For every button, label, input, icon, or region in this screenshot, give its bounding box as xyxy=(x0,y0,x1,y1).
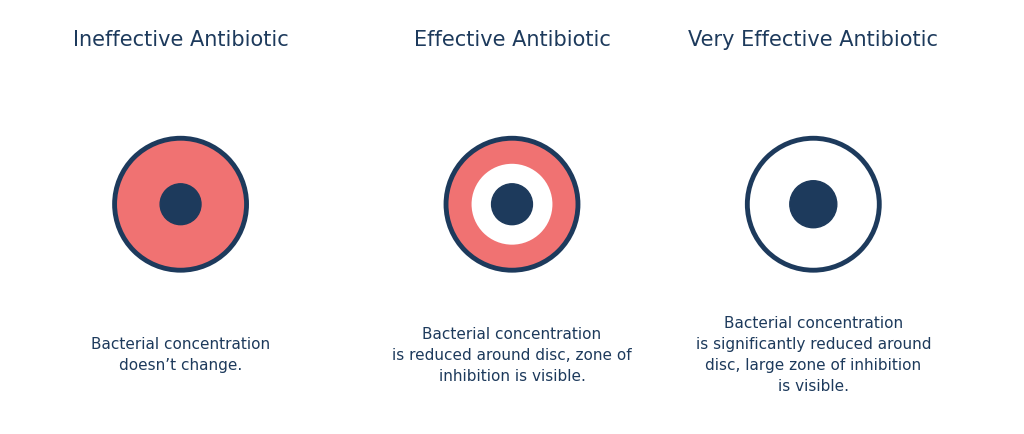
Text: Very Effective Antibiotic: Very Effective Antibiotic xyxy=(688,30,938,50)
Ellipse shape xyxy=(748,138,880,270)
Text: Bacterial concentration
is significantly reduced around
disc, large zone of inhi: Bacterial concentration is significantly… xyxy=(695,316,931,395)
Ellipse shape xyxy=(446,138,578,270)
Ellipse shape xyxy=(115,138,247,270)
Text: Bacterial concentration
is reduced around disc, zone of
inhibition is visible.: Bacterial concentration is reduced aroun… xyxy=(392,327,632,384)
Text: Bacterial concentration
doesn’t change.: Bacterial concentration doesn’t change. xyxy=(91,337,270,373)
Ellipse shape xyxy=(472,164,552,245)
Ellipse shape xyxy=(790,181,837,228)
Ellipse shape xyxy=(492,184,532,225)
Ellipse shape xyxy=(160,184,201,225)
Text: Ineffective Antibiotic: Ineffective Antibiotic xyxy=(73,30,289,50)
Text: Effective Antibiotic: Effective Antibiotic xyxy=(414,30,610,50)
